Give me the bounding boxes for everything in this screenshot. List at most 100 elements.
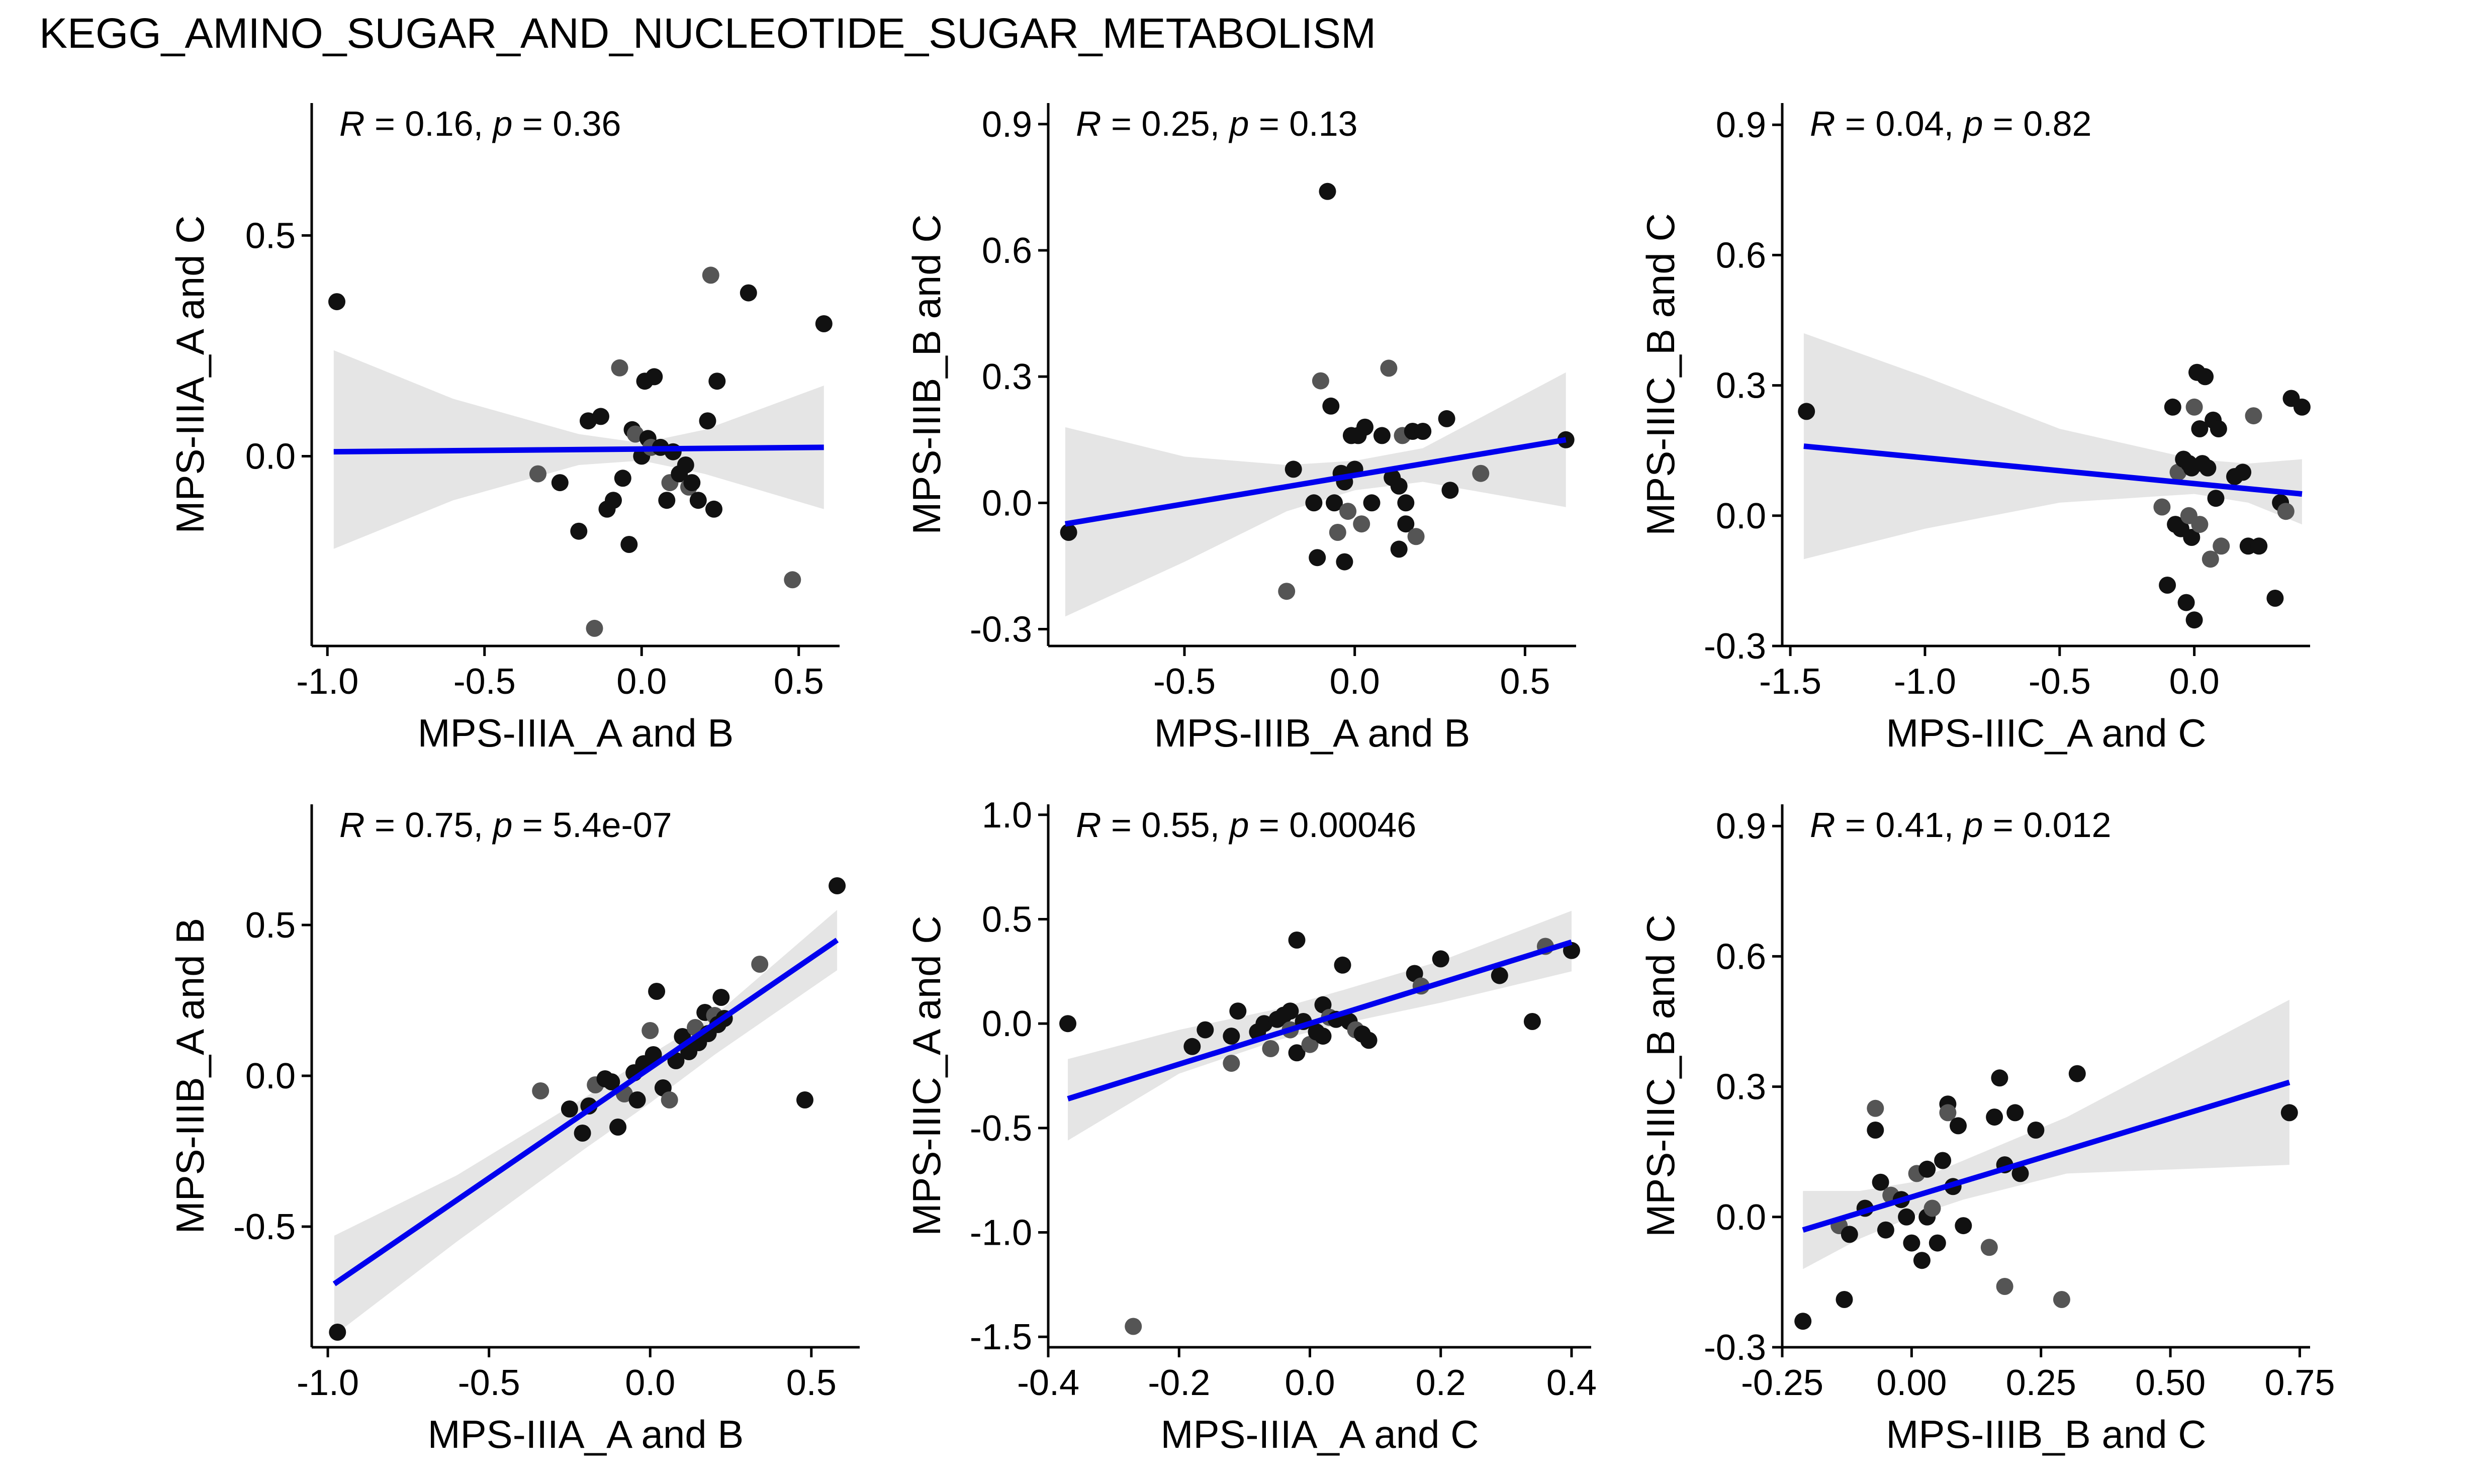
stat-value: = 0.16, (365, 104, 493, 143)
y-tick-label: 0.0 (982, 1004, 1032, 1044)
data-point (605, 492, 622, 509)
data-point (551, 474, 569, 492)
data-point (1334, 956, 1351, 974)
x-tick-label: 0.4 (1546, 1363, 1597, 1403)
data-point (2191, 420, 2209, 437)
y-tick-label: 0.5 (245, 905, 296, 946)
x-tick-label: 0.50 (2135, 1363, 2206, 1403)
x-axis-title: MPS-IIIA_A and B (418, 711, 734, 755)
stat-value: = 0.36 (512, 104, 621, 143)
data-point (2280, 1104, 2298, 1122)
data-point (2027, 1122, 2045, 1139)
data-point (796, 1091, 813, 1108)
x-tick-label: 0.0 (1330, 662, 1380, 702)
data-point (1794, 1313, 1812, 1330)
y-tick-label: -1.5 (970, 1317, 1032, 1357)
stat-symbol: p (492, 805, 512, 845)
data-point (1197, 1021, 1214, 1039)
stat-annotation: R = 0.04, p = 0.82 (1810, 104, 2091, 143)
confidence-band (1065, 372, 1566, 617)
stat-symbol: p (1228, 805, 1249, 845)
data-point (2266, 590, 2284, 607)
data-point (1923, 1199, 1941, 1217)
data-point (751, 956, 769, 973)
x-tick-label: 0.25 (2006, 1363, 2076, 1403)
x-tick-label: -0.2 (1148, 1363, 1210, 1403)
data-point (677, 456, 694, 474)
stat-annotation: R = 0.25, p = 0.13 (1076, 104, 1357, 143)
data-point (532, 1082, 549, 1099)
data-point (1360, 1032, 1378, 1049)
data-point (1390, 540, 1408, 558)
y-axis-title: MPS-IIIC_A and C (904, 915, 949, 1236)
data-point (603, 1073, 620, 1090)
data-point (529, 465, 546, 483)
data-point (2207, 490, 2225, 507)
x-tick-label: 0.75 (2264, 1363, 2335, 1403)
data-point (1229, 1002, 1247, 1020)
x-tick-label: 0.5 (1500, 662, 1550, 702)
stat-value: = 0.04, (1836, 104, 1964, 143)
data-point (1432, 950, 1449, 968)
y-tick-label: -0.5 (233, 1207, 296, 1247)
panel-2: -0.5 0.0 0.5 -0.3 0.0 0.3 0.6 0.9 MPS-IIIB_A and… (904, 103, 1576, 755)
y-tick-label: 0.6 (1716, 235, 1766, 275)
x-tick-label: 0.0 (2169, 662, 2220, 702)
data-point (1363, 494, 1381, 512)
data-point (1898, 1208, 1915, 1226)
data-point (1314, 1028, 1332, 1045)
x-tick-label: 0.2 (1416, 1363, 1466, 1403)
y-tick-label: 0.6 (1716, 937, 1766, 977)
data-point (1996, 1278, 2013, 1295)
stat-annotation: R = 0.16, p = 0.36 (339, 104, 621, 143)
data-point (1991, 1069, 2008, 1087)
y-tick-label: 0.0 (982, 483, 1032, 523)
stat-symbol: R (1076, 104, 1102, 143)
data-point (2234, 463, 2252, 481)
panel-1: -1.0 -0.5 0.0 0.5 0.0 0.5 MPS-IIIA_A and B MPS-… (168, 103, 840, 755)
data-point (2196, 368, 2214, 386)
data-point (328, 293, 345, 311)
y-tick-label: 0.3 (982, 357, 1032, 397)
stat-value: = 0.012 (1983, 805, 2111, 845)
data-point (2245, 407, 2262, 425)
data-point (2053, 1291, 2070, 1308)
data-point (1326, 494, 1343, 512)
panel-3: -1.5 -1.0 -0.5 0.0 -0.3 0.0 0.3 0.6 0.9 MPS-IIIC_… (1638, 103, 2311, 755)
data-point (683, 474, 701, 492)
x-tick-label: -0.5 (2029, 662, 2091, 702)
data-point (586, 619, 603, 637)
data-point (1125, 1318, 1142, 1335)
data-point (2153, 498, 2171, 516)
x-tick-label: -1.0 (1894, 662, 1956, 702)
stat-value: = 0.25, (1102, 104, 1230, 143)
stat-value: = 0.00046 (1249, 805, 1416, 845)
data-point (1281, 1002, 1299, 1020)
data-point (1836, 1291, 1853, 1308)
data-point (614, 470, 631, 487)
data-point (1397, 494, 1415, 512)
data-point (1312, 372, 1329, 390)
y-axis-title: MPS-IIIB_B and C (904, 214, 949, 534)
data-point (2177, 594, 2195, 611)
y-tick-label: 0.0 (245, 1056, 296, 1096)
y-axis-title: MPS-IIIB_A and B (168, 918, 212, 1234)
data-point (620, 536, 638, 553)
data-point (702, 266, 719, 284)
data-point (2006, 1104, 2024, 1122)
stat-value: = 0.41, (1836, 805, 1964, 845)
data-point (1390, 477, 1408, 495)
data-point (1867, 1122, 1884, 1139)
data-point (1523, 1013, 1541, 1030)
stat-annotation: R = 0.75, p = 5.4e-07 (339, 805, 672, 845)
data-point (1183, 1038, 1201, 1055)
stat-value: = 5.4e-07 (512, 805, 672, 845)
stat-symbol: R (1810, 805, 1836, 845)
stat-symbol: R (1076, 805, 1102, 845)
y-tick-label: 0.0 (1716, 1197, 1766, 1238)
data-point (1903, 1234, 1920, 1252)
data-point (2068, 1065, 2086, 1082)
y-tick-label: 0.3 (1716, 1067, 1766, 1107)
data-point (699, 412, 716, 430)
data-point (2185, 398, 2203, 416)
